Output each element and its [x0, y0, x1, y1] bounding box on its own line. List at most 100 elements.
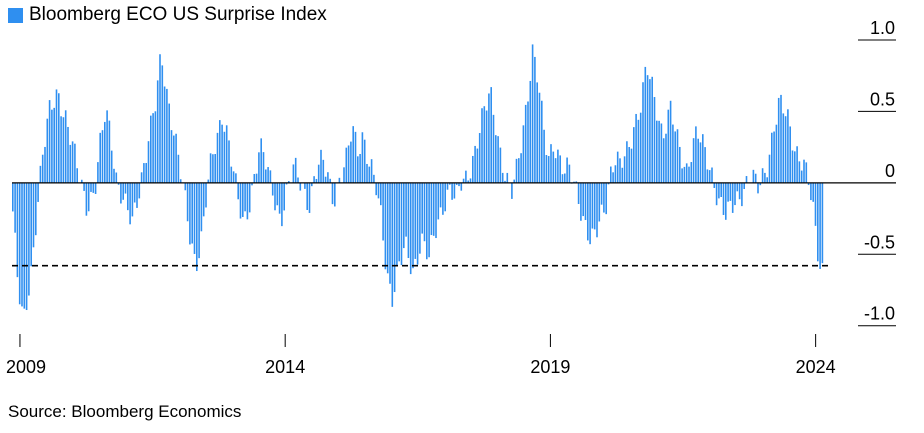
bar — [715, 182, 718, 206]
bar — [405, 182, 407, 237]
bar — [311, 182, 313, 187]
bar — [635, 113, 637, 183]
bar — [184, 182, 187, 191]
bar — [315, 178, 318, 183]
bar — [212, 154, 214, 183]
bar — [143, 163, 145, 183]
bar — [138, 182, 141, 199]
bar — [313, 176, 315, 183]
bar — [235, 173, 237, 183]
bar — [345, 147, 348, 183]
bar — [442, 182, 444, 215]
bar — [175, 133, 177, 183]
bar — [16, 182, 19, 278]
bar — [127, 182, 129, 211]
bar — [262, 152, 265, 183]
bar — [580, 182, 582, 221]
bar — [216, 132, 219, 183]
bar — [527, 101, 529, 183]
bar — [400, 182, 403, 266]
bar — [168, 103, 170, 183]
bar — [354, 131, 357, 183]
bar — [48, 100, 51, 183]
bar — [122, 182, 124, 200]
bar — [193, 182, 196, 254]
bar — [761, 168, 764, 183]
bar — [669, 100, 672, 183]
bar — [444, 182, 446, 212]
bar — [322, 159, 325, 183]
bar — [53, 107, 55, 183]
bar — [800, 170, 803, 183]
bar — [198, 182, 200, 259]
bar — [246, 182, 249, 220]
bar — [133, 182, 136, 203]
bar — [803, 159, 805, 183]
bar — [191, 182, 193, 244]
bar — [598, 182, 601, 222]
bar — [334, 182, 336, 207]
bar — [541, 100, 543, 183]
bar — [373, 174, 375, 183]
bar — [200, 182, 203, 232]
bar — [619, 158, 621, 183]
bar — [403, 182, 405, 249]
bar — [239, 182, 242, 219]
bar — [228, 140, 230, 183]
bar — [757, 182, 759, 194]
bar — [780, 94, 782, 183]
bar — [587, 182, 589, 241]
bar — [506, 172, 509, 183]
legend-label: Bloomberg ECO US Surprise Index — [29, 4, 327, 25]
bar — [725, 182, 727, 220]
bar — [81, 179, 83, 183]
bar — [451, 182, 453, 200]
bar — [646, 75, 649, 183]
bar — [612, 172, 614, 183]
bar — [253, 174, 256, 183]
bar — [299, 182, 302, 191]
bar — [435, 182, 437, 239]
bar — [745, 176, 748, 183]
bar — [713, 182, 716, 189]
bar — [766, 177, 768, 183]
bar — [271, 182, 274, 196]
bar — [577, 182, 580, 204]
bar — [605, 182, 607, 215]
x-tick-label: 2009 — [6, 357, 46, 377]
bar — [711, 167, 713, 183]
bar — [221, 124, 223, 183]
bar — [251, 182, 253, 186]
bar — [242, 182, 244, 217]
bar — [538, 92, 541, 183]
x-tick-label: 2024 — [796, 357, 836, 377]
bar — [92, 182, 95, 193]
bar — [117, 182, 120, 185]
bar — [110, 150, 113, 183]
bar — [85, 182, 88, 216]
bar — [653, 97, 656, 183]
bar — [488, 93, 490, 183]
bar — [76, 168, 78, 183]
bar — [704, 147, 706, 183]
bar — [244, 182, 246, 212]
bar — [787, 109, 789, 183]
bar — [743, 182, 745, 190]
bar — [754, 173, 757, 183]
bar — [398, 182, 400, 262]
bar — [317, 164, 320, 183]
bar — [497, 136, 499, 183]
legend-swatch — [8, 7, 23, 23]
bar — [559, 155, 561, 183]
bar — [557, 149, 559, 183]
bar — [329, 178, 331, 183]
y-tick-label: -1.0 — [864, 304, 895, 324]
bar — [777, 97, 780, 183]
bar — [202, 182, 205, 217]
bar — [304, 182, 306, 189]
bar — [281, 182, 283, 227]
bar — [170, 130, 173, 183]
bar — [28, 182, 30, 296]
bar — [511, 182, 513, 199]
bar — [805, 162, 808, 183]
